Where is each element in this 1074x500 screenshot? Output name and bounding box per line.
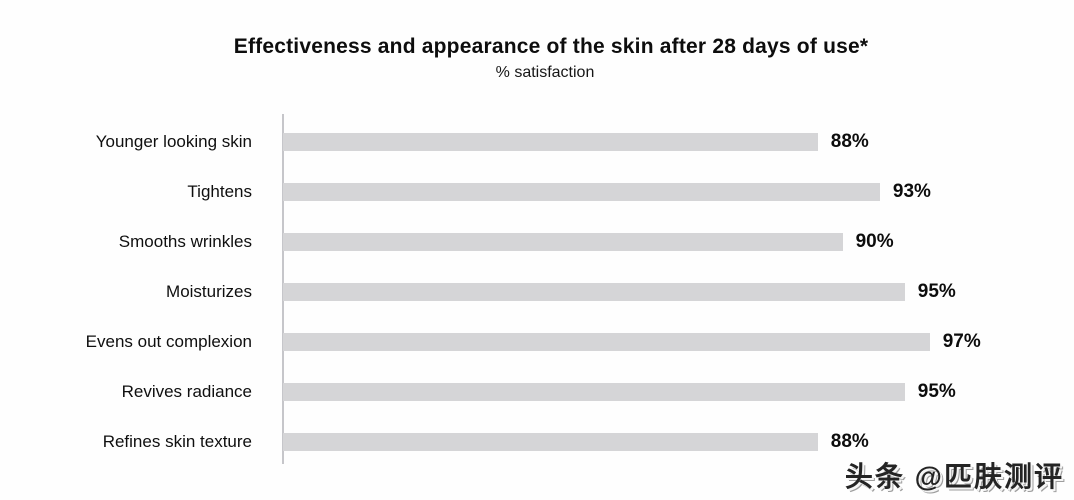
bar xyxy=(283,283,905,301)
watermark: 头条 @匹肤测评 xyxy=(844,461,1064,492)
chart-row: Tightens 93% xyxy=(0,167,1074,217)
chart-row: Moisturizes 95% xyxy=(0,267,1074,317)
chart-row: Refines skin texture 88% xyxy=(0,417,1074,467)
category-label: Moisturizes xyxy=(166,282,252,301)
value-label: 88% xyxy=(830,131,869,152)
value-label: 95% xyxy=(917,281,956,302)
category-label: Smooths wrinkles xyxy=(118,232,252,251)
chart-subtitle: % satisfaction xyxy=(495,64,595,81)
chart-row: Revives radiance 95% xyxy=(0,367,1074,417)
chart-row: Smooths wrinkles 90% xyxy=(0,217,1074,267)
bar xyxy=(283,333,930,351)
value-label: 90% xyxy=(855,231,894,252)
value-label: 93% xyxy=(892,181,931,202)
category-label: Evens out complexion xyxy=(85,332,252,351)
bar xyxy=(283,383,905,401)
bar-chart: Younger looking skin 88% Tightens 93% Smooth… xyxy=(0,117,1074,467)
bar xyxy=(283,233,843,251)
bar xyxy=(283,433,818,451)
value-label: 88% xyxy=(830,431,869,452)
chart-row: Younger looking skin 88% xyxy=(0,117,1074,167)
chart-rows: Younger looking skin 88% Tightens 93% Smooth… xyxy=(0,117,1074,467)
bar xyxy=(283,133,818,151)
value-label: 95% xyxy=(917,381,956,402)
chart-title: Effectiveness and appearance of the skin… xyxy=(233,35,869,58)
chart-row: Evens out complexion 97% xyxy=(0,317,1074,367)
category-label: Revives radiance xyxy=(121,382,252,401)
category-label: Refines skin texture xyxy=(102,432,252,451)
category-label: Tightens xyxy=(187,182,252,201)
bar xyxy=(283,183,880,201)
value-label: 97% xyxy=(942,331,981,352)
category-label: Younger looking skin xyxy=(95,132,252,151)
